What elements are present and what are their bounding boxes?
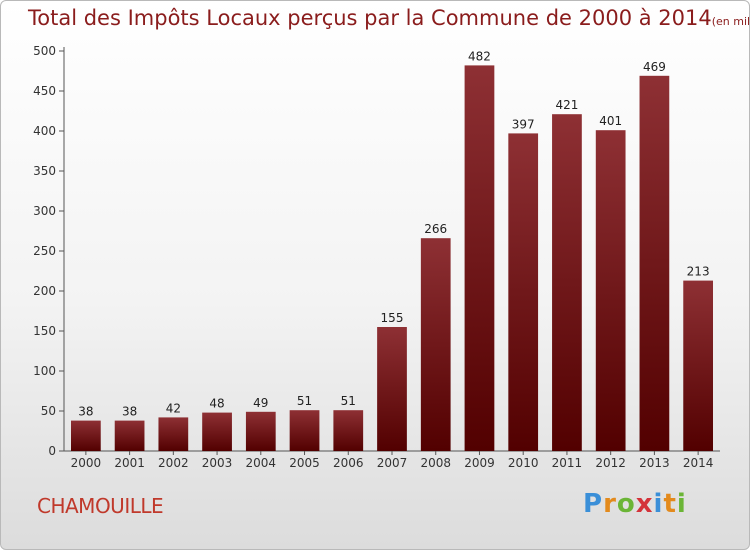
bar	[245, 411, 276, 451]
bar-value-label: 266	[424, 222, 447, 236]
bar	[114, 420, 145, 451]
bar-value-label: 482	[468, 49, 491, 63]
x-tick-label: 2002	[158, 456, 189, 470]
bar-value-label: 49	[253, 396, 268, 410]
bar	[377, 327, 407, 451]
bar	[683, 280, 714, 451]
bar	[552, 114, 582, 451]
bar	[333, 410, 364, 451]
y-tick-label: 250	[33, 244, 56, 258]
chart-axes: 0 50 100 150 200 250 300 350 400 450 500 2000 2001 20…	[33, 44, 720, 470]
x-tick-label: 2000	[71, 456, 102, 470]
bar	[464, 65, 495, 452]
chart-data-labels: 38 38 42 48 49 51 51 155 266 482 397 421 401 469 213	[78, 49, 709, 418]
y-tick-label: 300	[33, 204, 56, 218]
bar-value-label: 213	[687, 265, 710, 279]
bar-value-label: 38	[122, 405, 137, 419]
bar	[595, 130, 626, 451]
bar	[70, 420, 101, 451]
bar	[202, 412, 232, 451]
y-tick-label: 450	[33, 84, 56, 98]
bar-value-label: 38	[78, 405, 93, 419]
x-tick-label: 2007	[377, 456, 408, 470]
x-tick-label: 2003	[202, 456, 233, 470]
y-tick-label: 400	[33, 124, 56, 138]
chart-bars	[70, 65, 714, 452]
bar	[420, 238, 451, 451]
x-tick-label: 2014	[683, 456, 714, 470]
x-tick-label: 2008	[420, 456, 451, 470]
bar-value-label: 421	[555, 98, 578, 112]
bar-value-label: 401	[599, 114, 622, 128]
y-tick-label: 200	[33, 284, 56, 298]
bar-value-label: 469	[643, 60, 666, 74]
bar	[639, 75, 670, 452]
x-tick-label: 2001	[114, 456, 145, 470]
bar	[158, 417, 189, 451]
logo-letter: P	[583, 489, 604, 519]
x-tick-label: 2010	[508, 456, 539, 470]
logo-letter: x	[635, 489, 654, 519]
chart-unit: (en milliers d'€)	[711, 15, 750, 28]
bar-value-label: 51	[341, 394, 356, 408]
bar-value-label: 48	[209, 397, 224, 411]
y-tick-label: 0	[48, 444, 56, 458]
x-tick-label: 2005	[289, 456, 320, 470]
y-tick-label: 50	[41, 404, 56, 418]
proxiti-logo: Proxiti	[583, 489, 687, 519]
x-tick-label: 2009	[464, 456, 495, 470]
x-tick-label: 2013	[639, 456, 670, 470]
chart-title: Total des Impôts Locaux perçus par la Co…	[28, 6, 750, 30]
bar-value-label: 155	[381, 311, 404, 325]
bar-value-label: 51	[297, 394, 312, 408]
bar-value-label: 42	[166, 401, 181, 415]
y-tick-label: 500	[33, 44, 56, 58]
y-tick-label: 100	[33, 364, 56, 378]
commune-name: CHAMOUILLE	[37, 494, 164, 518]
y-tick-label: 350	[33, 164, 56, 178]
x-tick-label: 2012	[595, 456, 626, 470]
x-tick-label: 2011	[552, 456, 583, 470]
chart-title-text: Total des Impôts Locaux perçus par la Co…	[28, 6, 712, 30]
logo-letter: o	[616, 489, 636, 519]
bar-value-label: 397	[512, 117, 535, 131]
logo-letter: i	[653, 489, 664, 519]
y-tick-label: 150	[33, 324, 56, 338]
logo-letter: r	[603, 489, 617, 519]
bar	[289, 410, 320, 451]
x-tick-label: 2004	[246, 456, 277, 470]
logo-letter: t	[663, 489, 677, 519]
bar	[508, 133, 539, 451]
logo-letter: i	[676, 489, 687, 519]
x-tick-label: 2006	[333, 456, 364, 470]
